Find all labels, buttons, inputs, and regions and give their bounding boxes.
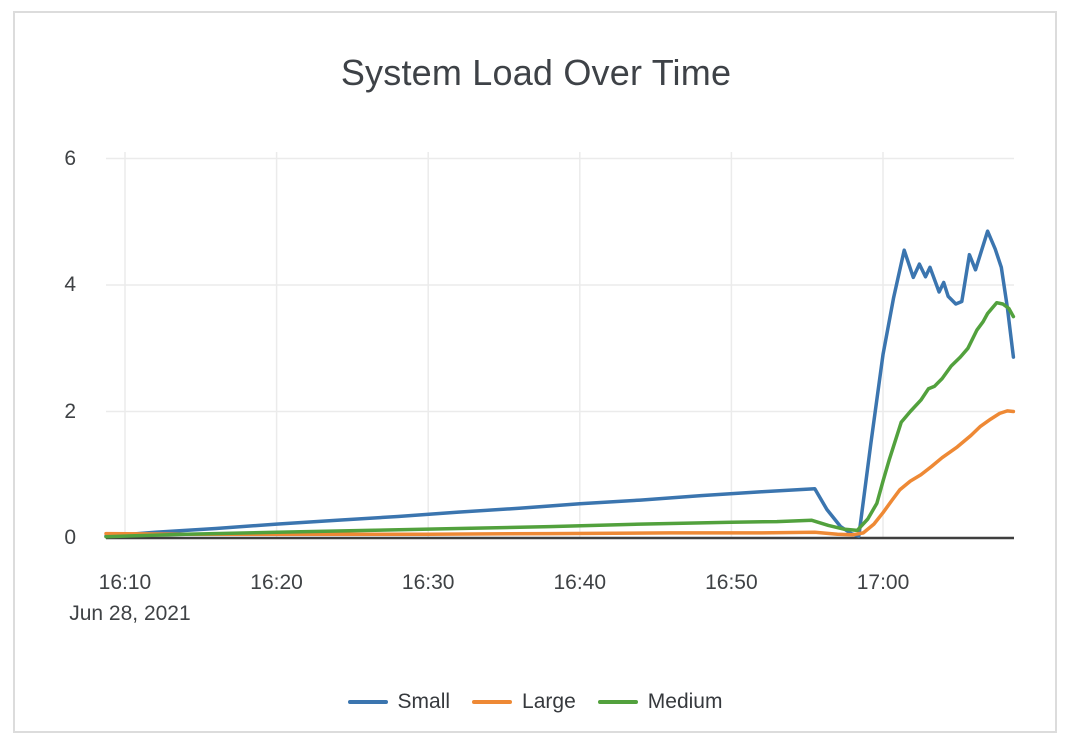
- x-tick-label: 16:40: [553, 571, 607, 594]
- x-tick-label: 16:50: [705, 571, 758, 594]
- legend-item-small[interactable]: Small: [347, 690, 451, 714]
- legend-item-large[interactable]: Large: [472, 690, 576, 714]
- chart-title: System Load Over Time: [340, 52, 732, 93]
- legend-swatch-medium: [597, 700, 638, 704]
- legend-swatch-small: [347, 700, 388, 704]
- legend-label-small: Small: [397, 690, 451, 713]
- x-tick-label: 17:00: [856, 571, 910, 594]
- legend-item-medium[interactable]: Medium: [597, 690, 723, 714]
- series-line-large: [104, 409, 1016, 537]
- y-tick-label: 4: [64, 273, 76, 296]
- legend-swatch-large: [472, 700, 513, 704]
- x-axis-date-label: Jun 28, 2021: [69, 602, 191, 625]
- series-line-small: [104, 229, 1016, 538]
- legend-label-medium: Medium: [647, 690, 723, 713]
- series-line-medium: [104, 300, 1016, 539]
- y-tick-label: 2: [64, 399, 76, 423]
- x-tick-label: 16:30: [401, 571, 455, 594]
- y-tick-label: 6: [64, 146, 76, 170]
- legend-label-large: Large: [522, 690, 576, 713]
- y-tick-label: 0: [64, 526, 76, 549]
- x-tick-label: 16:20: [250, 571, 303, 594]
- legend: Small Large Medium: [13, 690, 1057, 714]
- x-tick-label: 16:10: [98, 571, 152, 594]
